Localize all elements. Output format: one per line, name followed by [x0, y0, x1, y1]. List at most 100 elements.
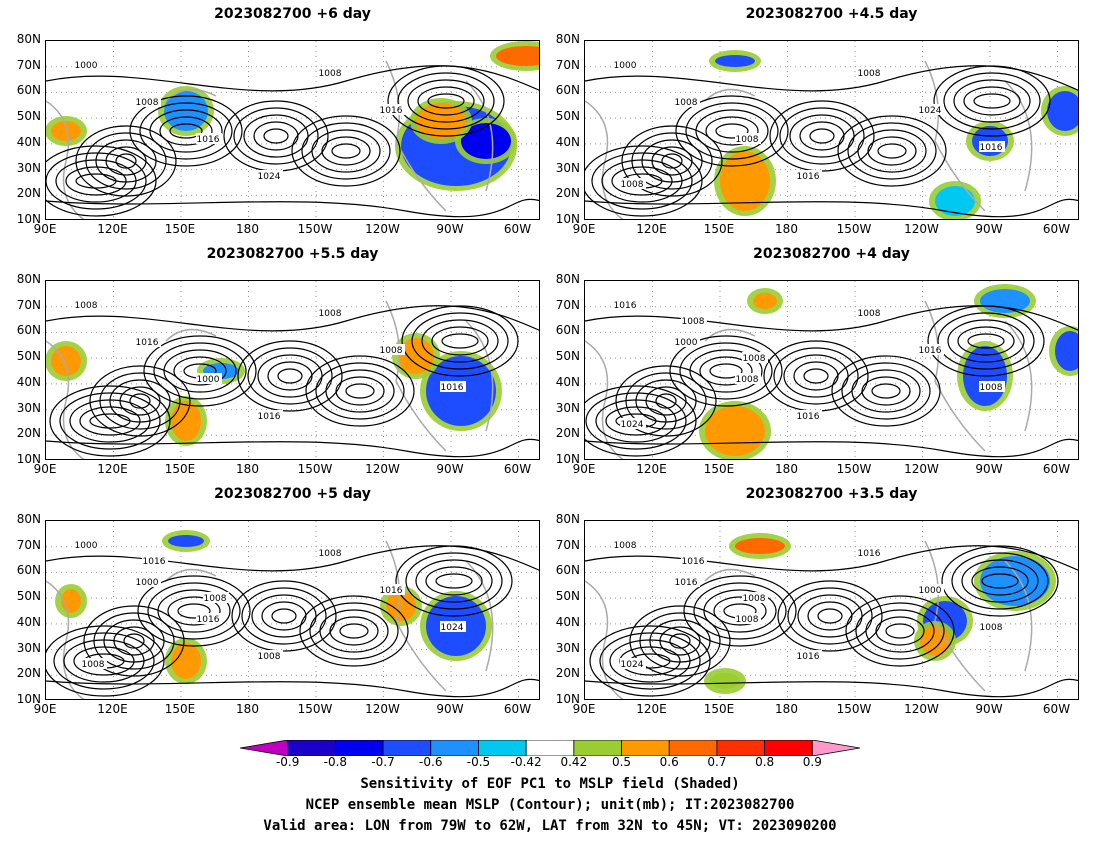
colorbar-label: 0.9 [802, 755, 822, 769]
lon-tick-label: 150E [164, 462, 196, 476]
lat-tick-label: 20N [555, 186, 580, 201]
panel-title: 2023082700 +5 day [214, 486, 371, 502]
colorbar-segment [716, 740, 766, 756]
contour-label: 1000 [75, 541, 98, 551]
lat-tick-label: 60N [555, 83, 580, 98]
lon-tick-label: 120E [636, 222, 667, 236]
lat-tick-label: 20N [16, 186, 41, 201]
lon-tick-label: 120E [636, 702, 667, 716]
contour-label: 1008 [319, 309, 342, 319]
map-panel: 1000 1000 1016 1008 1008 1016 1024 1008 1016 1008 [45, 520, 540, 700]
lon-tick-label: 60W [503, 462, 532, 476]
contour-label: 1008 [319, 549, 342, 559]
lon-tick-label: 90W [436, 222, 464, 236]
colorbar-label: 0.7 [707, 755, 727, 769]
lon-tick-label: 60W [503, 702, 532, 716]
lon-tick-label: 90E [572, 462, 596, 476]
contour-label: 1000 [136, 578, 159, 588]
colorbar-label: -0.42 [510, 755, 542, 769]
colorbar-label: -0.7 [371, 755, 395, 769]
colorbar-label: -0.5 [466, 755, 491, 769]
lon-tick-label: 90W [436, 702, 464, 716]
lat-tick-label: 50N [16, 109, 41, 124]
contour-label: 1000 [614, 61, 637, 71]
lon-tick-label: 90W [436, 462, 464, 476]
colorbar-segment [764, 740, 813, 756]
lat-tick-label: 40N [555, 374, 580, 389]
lon-tick-label: 90E [572, 702, 596, 716]
lat-tick-label: 10N [16, 692, 41, 706]
colorbar-segment [525, 740, 575, 756]
contour-label: 1008 [75, 301, 98, 311]
colorbar [240, 740, 860, 756]
contour-label: 1008 [614, 541, 637, 551]
lon-tick-label: 150W [836, 462, 872, 476]
lat-tick-label: 30N [16, 640, 41, 655]
lat-tick-label: 30N [555, 400, 580, 415]
lon-tick-label: 120W [365, 462, 400, 476]
lon-tick-label: 120W [904, 462, 939, 476]
colorbar-label: 0.6 [659, 755, 679, 769]
contour-label: 1016 [682, 557, 705, 567]
colorbar-segment [811, 740, 860, 756]
panel-title: 2023082700 +5.5 day [206, 246, 379, 262]
lon-tick-label: 120E [97, 222, 128, 236]
map-panel: 1000 1008 1008 1016 1008 1024 1016 1008 [584, 40, 1079, 220]
contour-label: 1008 [319, 69, 342, 79]
lat-tick-label: 40N [16, 614, 41, 629]
lat-tick-label: 10N [16, 452, 41, 466]
contour-label: 1000 [675, 338, 698, 348]
contour-label: 1008 [736, 375, 759, 385]
lon-tick-label: 150E [164, 702, 196, 716]
contour-label: 1008 [675, 98, 698, 108]
panel-title: 2023082700 +3.5 day [745, 486, 918, 502]
lon-tick-label: 120E [97, 462, 128, 476]
lon-tick-label: 180 [236, 222, 259, 236]
lat-tick-label: 40N [16, 374, 41, 389]
lat-tick-label: 70N [555, 537, 580, 552]
lon-tick-label: 180 [775, 702, 798, 716]
contour-label: 1016 [136, 338, 159, 348]
colorbar-segment [668, 740, 718, 756]
lat-tick-label: 70N [16, 297, 41, 312]
lat-tick-label: 20N [555, 426, 580, 441]
lat-tick-label: 70N [16, 537, 41, 552]
contour-label: 1024 [258, 172, 281, 182]
lat-tick-label: 80N [555, 272, 580, 286]
contour-label: 1016 [143, 557, 166, 567]
contour-label: 1016 [919, 346, 942, 356]
colorbar-segment [621, 740, 670, 756]
lat-tick-label: 10N [16, 212, 41, 226]
lat-tick-label: 80N [16, 512, 41, 526]
lat-tick-label: 30N [555, 160, 580, 175]
lat-tick-label: 70N [16, 57, 41, 72]
contour-label: 1000 [197, 375, 220, 385]
lat-tick-label: 50N [16, 349, 41, 364]
contour-label: 1008 [621, 180, 644, 190]
contour-label: 1016 [258, 412, 281, 422]
lat-tick-label: 50N [555, 109, 580, 124]
lon-tick-label: 90E [33, 462, 57, 476]
lon-tick-label: 90E [33, 222, 57, 236]
lat-tick-label: 80N [555, 32, 580, 46]
colorbar-label: 0.8 [755, 755, 775, 769]
lat-tick-label: 20N [16, 666, 41, 681]
contour-label: 1000 [75, 61, 98, 71]
contour-label: 1024 [441, 623, 464, 633]
lon-tick-label: 150E [703, 462, 735, 476]
lon-tick-label: 90E [572, 222, 596, 236]
colorbar-segment [334, 740, 384, 756]
contour-label: 1008 [736, 615, 759, 625]
lon-tick-label: 150W [297, 222, 333, 236]
lat-tick-label: 10N [555, 452, 580, 466]
contour-label: 1008 [743, 354, 766, 364]
panel-title: 2023082700 +4.5 day [745, 6, 918, 22]
lon-tick-label: 150E [164, 222, 196, 236]
panel-title: 2023082700 +4 day [753, 246, 910, 262]
lat-tick-label: 70N [555, 57, 580, 72]
contour-label: 1016 [197, 615, 220, 625]
lat-tick-label: 30N [16, 400, 41, 415]
lat-tick-label: 20N [16, 426, 41, 441]
lat-tick-label: 30N [555, 640, 580, 655]
contour-label: 1024 [621, 660, 644, 670]
